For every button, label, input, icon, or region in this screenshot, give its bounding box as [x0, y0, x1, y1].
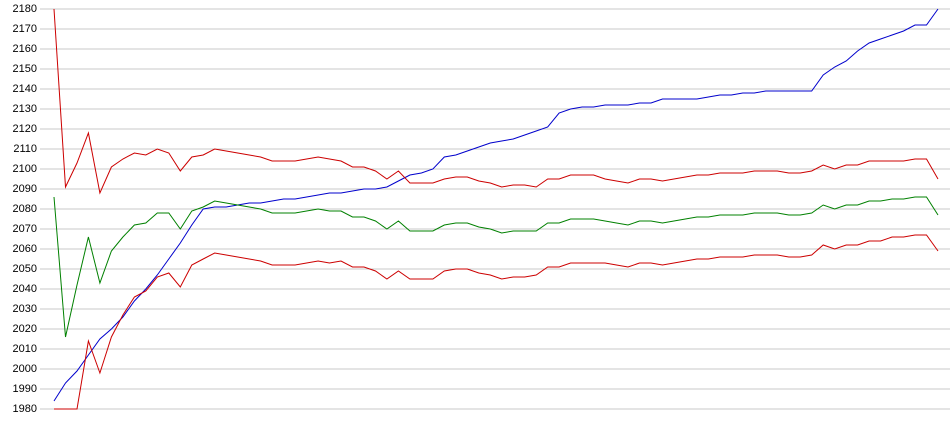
y-tick-label: 2110 [13, 143, 37, 155]
y-tick-label: 1990 [13, 383, 37, 395]
y-tick-label: 2180 [13, 3, 37, 15]
series-line [54, 234, 939, 410]
series-line [53, 8, 939, 402]
y-tick-label: 2150 [13, 63, 37, 75]
y-tick-label: 2050 [13, 263, 37, 275]
y-tick-label: 2020 [13, 323, 37, 335]
y-tick-label: 2140 [13, 83, 37, 95]
y-tick-label: 2100 [13, 163, 37, 175]
y-tick-label: 2040 [13, 283, 37, 295]
series-line [53, 196, 939, 338]
y-tick-label: 2170 [13, 23, 37, 35]
y-tick-label: 1980 [13, 403, 37, 415]
y-tick-label: 2090 [13, 183, 37, 195]
y-tick-label: 2060 [13, 243, 37, 255]
y-tick-label: 2120 [13, 123, 37, 135]
y-tick-label: 2160 [13, 43, 37, 55]
y-tick-label: 2000 [13, 363, 37, 375]
series-line [53, 8, 939, 195]
y-tick-label: 2080 [13, 203, 37, 215]
y-tick-label: 2010 [13, 343, 37, 355]
y-tick-label: 2030 [13, 303, 37, 315]
y-tick-label: 2070 [13, 223, 37, 235]
y-tick-label: 2130 [13, 103, 37, 115]
